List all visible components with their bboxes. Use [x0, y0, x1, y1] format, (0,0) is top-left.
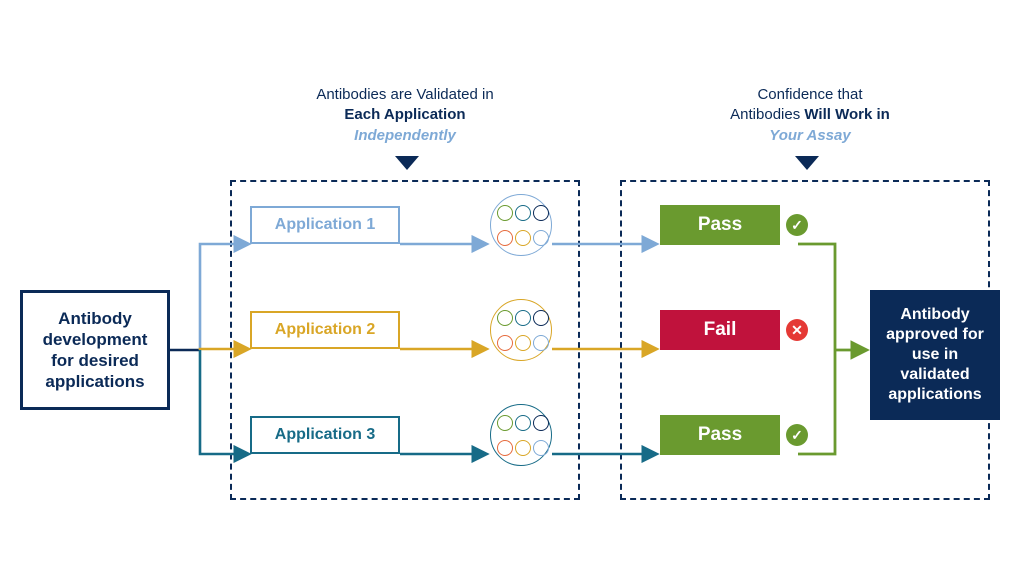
fail-status: Fail	[660, 310, 780, 350]
start-label: Antibody development for desired applica…	[29, 308, 161, 393]
check-icon: ✓	[786, 424, 808, 446]
assay-mini-icon	[515, 230, 531, 246]
assay-icons-cluster	[490, 194, 552, 256]
caption-ital: Independently	[354, 127, 456, 144]
check-icon: ✓	[786, 214, 808, 236]
cross-icon: ✕	[786, 319, 808, 341]
assay-mini-icon	[533, 415, 549, 431]
pass-status: Pass	[660, 415, 780, 455]
assay-mini-icon	[515, 205, 531, 221]
triangle-down-icon	[395, 156, 419, 170]
caption-validated: Antibodies are Validated in Each Applica…	[280, 85, 530, 146]
caption-bold: Will Work in	[804, 106, 889, 123]
application-box: Application 3	[250, 416, 400, 454]
caption-text2: Antibodies	[730, 106, 800, 123]
end-label: Antibody approved for use in validated a…	[878, 305, 992, 405]
assay-mini-icon	[533, 230, 549, 246]
assay-mini-icon	[515, 335, 531, 351]
caption-confidence: Confidence that Antibodies Will Work in …	[685, 85, 935, 146]
caption-text: Confidence that	[757, 86, 862, 103]
assay-mini-icon	[497, 230, 513, 246]
assay-mini-icon	[497, 310, 513, 326]
caption-text: Antibodies are Validated in	[316, 86, 493, 103]
assay-icons-cluster	[490, 404, 552, 466]
assay-mini-icon	[497, 440, 513, 456]
caption-bold: Each Application	[344, 106, 465, 123]
assay-mini-icon	[533, 440, 549, 456]
assay-mini-icon	[515, 440, 531, 456]
triangle-down-icon	[795, 156, 819, 170]
assay-mini-icon	[533, 335, 549, 351]
start-node: Antibody development for desired applica…	[20, 290, 170, 410]
pass-status: Pass	[660, 205, 780, 245]
application-box: Application 2	[250, 311, 400, 349]
assay-mini-icon	[515, 310, 531, 326]
assay-icons-cluster	[490, 299, 552, 361]
assay-mini-icon	[533, 310, 549, 326]
application-box: Application 1	[250, 206, 400, 244]
assay-mini-icon	[533, 205, 549, 221]
caption-ital: Your Assay	[769, 127, 850, 144]
assay-mini-icon	[515, 415, 531, 431]
assay-mini-icon	[497, 335, 513, 351]
assay-mini-icon	[497, 205, 513, 221]
assay-mini-icon	[497, 415, 513, 431]
end-node: Antibody approved for use in validated a…	[870, 290, 1000, 420]
